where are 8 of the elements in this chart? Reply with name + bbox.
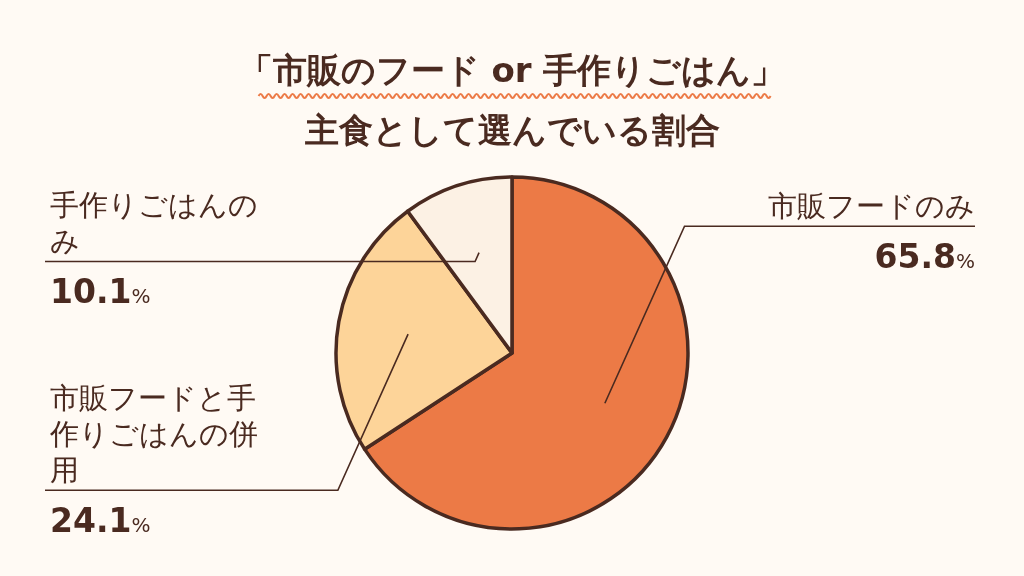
slice-label: 手作りごはんのみ	[50, 188, 258, 259]
chart-title: 「市販のフード or 手作りごはん」	[238, 50, 786, 90]
data-label: 10.1%	[50, 272, 151, 312]
slice-label: 市販フードのみ	[768, 189, 975, 224]
slice-label: 市販フードと手作りごはんの併用	[49, 381, 258, 488]
data-label: 24.1%	[50, 501, 151, 541]
chart-subtitle: 主食として選んでいる割合	[303, 110, 720, 150]
data-label: 65.8%	[874, 237, 975, 277]
